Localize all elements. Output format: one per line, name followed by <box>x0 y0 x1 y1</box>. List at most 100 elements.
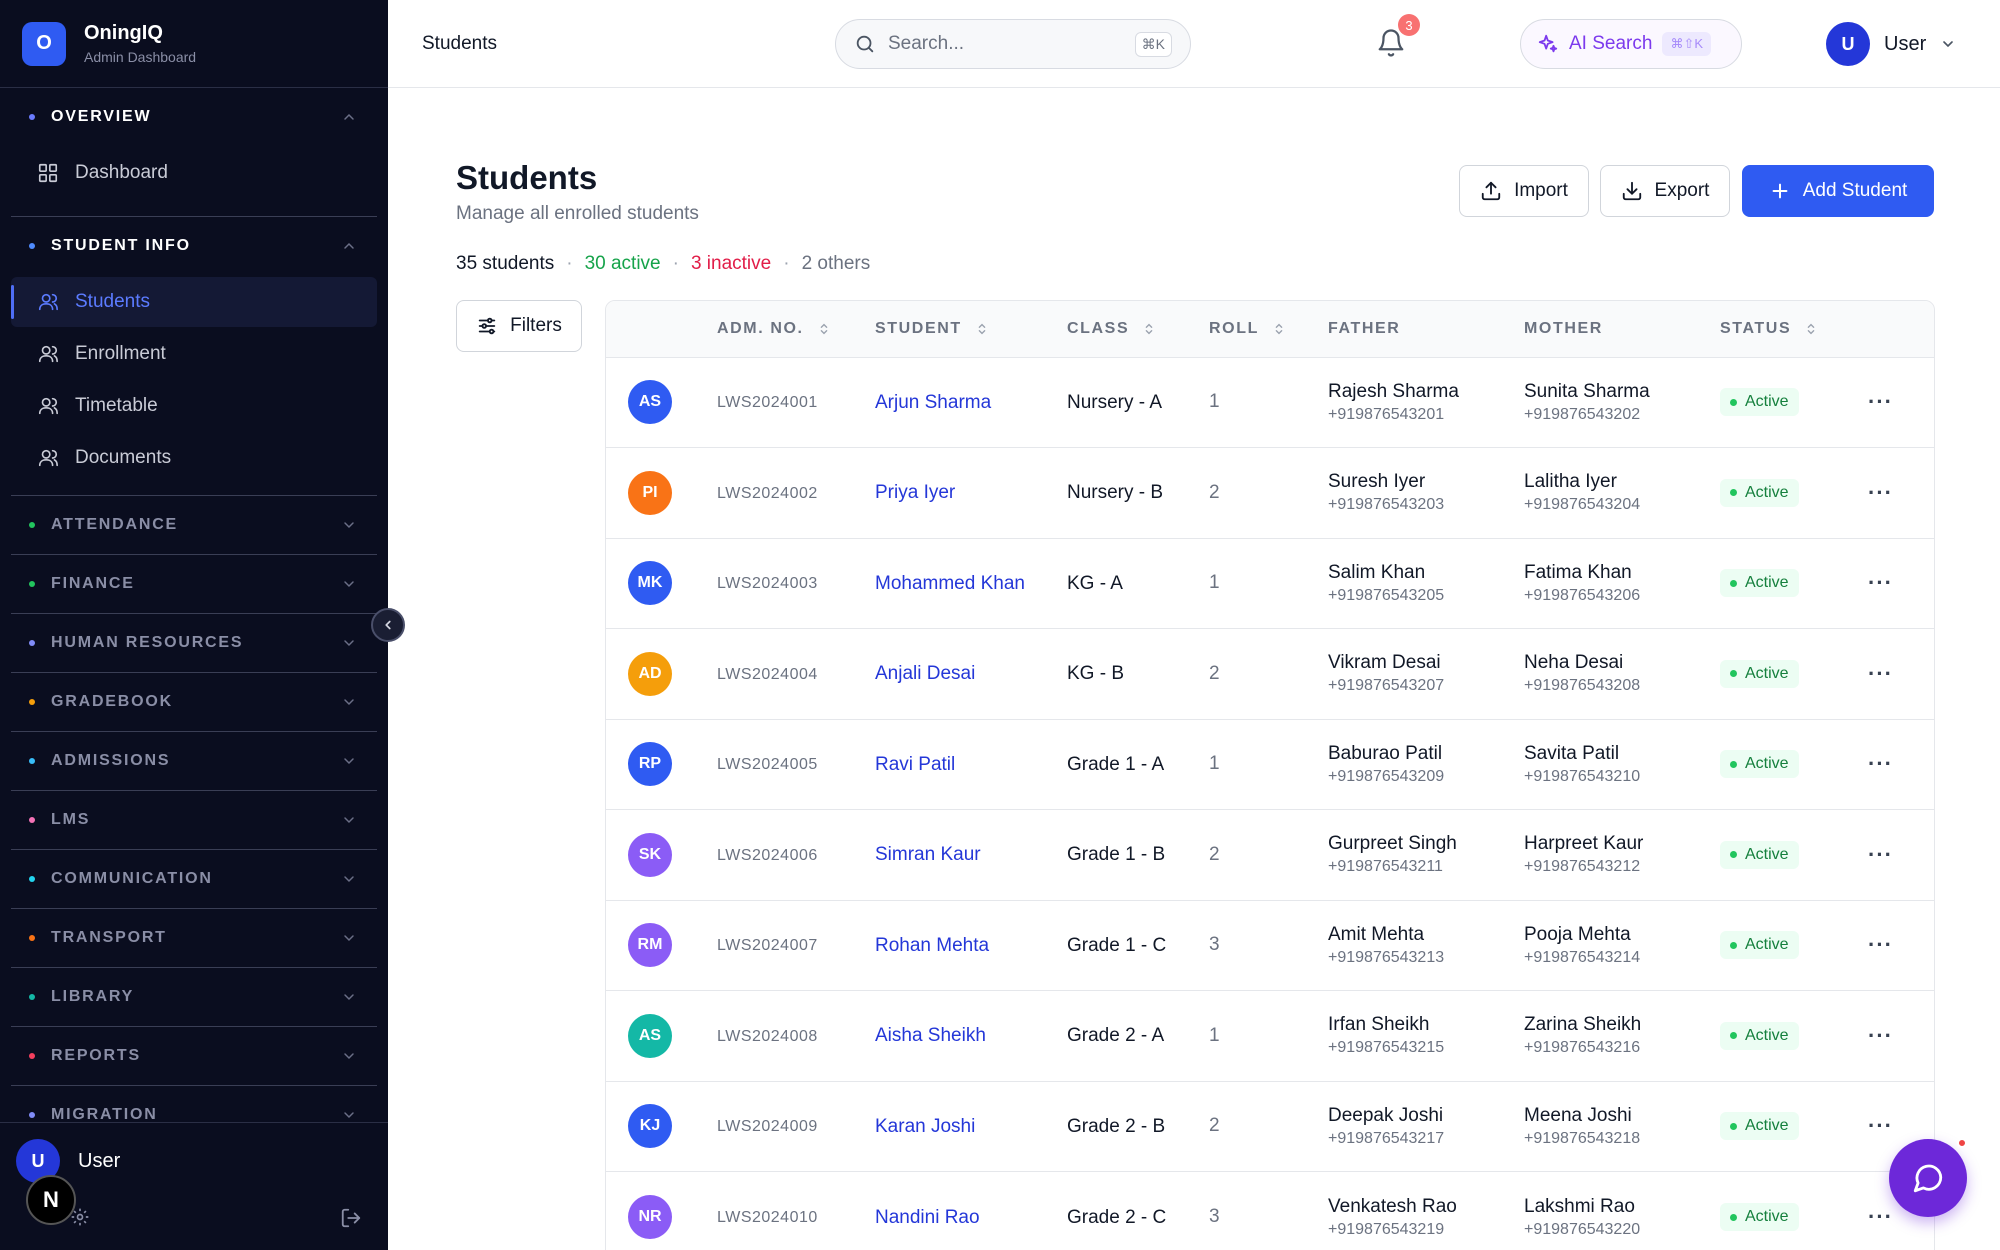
chat-button[interactable] <box>1889 1139 1967 1217</box>
column-header-status[interactable]: STATUS <box>1720 301 1868 357</box>
logout-icon[interactable] <box>340 1207 362 1229</box>
avatar-cell: AS <box>606 991 717 1082</box>
sidebar-item-students[interactable]: Students <box>11 277 377 327</box>
student-name-link[interactable]: Simran Kaur <box>875 844 981 866</box>
gear-icon[interactable] <box>70 1207 90 1227</box>
adm-no: LWS2024004 <box>717 665 818 683</box>
sidebar-section-header[interactable]: LIBRARY <box>11 968 377 1026</box>
student-name-link[interactable]: Aisha Sheikh <box>875 1025 986 1047</box>
student-name-link[interactable]: Rohan Mehta <box>875 934 990 956</box>
student-name-link[interactable]: Anjali Desai <box>875 663 976 685</box>
more-actions-button[interactable]: ··· <box>1868 479 1893 505</box>
student-name-link[interactable]: Ravi Patil <box>875 753 956 775</box>
sidebar-section-title: ATTENDANCE <box>51 516 179 533</box>
brand[interactable]: O OningIQ Admin Dashboard <box>0 0 388 88</box>
sidebar-section-header[interactable]: ADMISSIONS <box>11 732 377 790</box>
more-actions-button[interactable]: ··· <box>1868 751 1893 777</box>
sidebar-section-header[interactable]: FINANCE <box>11 555 377 613</box>
status-cell: Active <box>1720 810 1868 901</box>
more-actions-button[interactable]: ··· <box>1868 660 1893 686</box>
status-badge: Active <box>1720 931 1799 960</box>
class-name: Grade 1 - C <box>1067 934 1167 956</box>
class-name: Grade 2 - A <box>1067 1025 1165 1047</box>
sidebar-collapse-button[interactable] <box>371 608 405 642</box>
more-actions-button[interactable]: ··· <box>1868 389 1893 415</box>
column-header-roll[interactable]: ROLL <box>1209 301 1328 357</box>
table-row[interactable]: RP LWS2024005 Ravi Patil Grade 1 - A 1 Babura… <box>606 719 1934 810</box>
adm-no-cell: LWS2024004 <box>717 629 875 720</box>
father-name: Amit Mehta <box>1328 923 1425 945</box>
table-row[interactable]: AS LWS2024001 Arjun Sharma Nursery - A 1 Raje… <box>606 357 1934 448</box>
table-row[interactable]: AS LWS2024008 Aisha Sheikh Grade 2 - A 1 Irfa… <box>606 990 1934 1082</box>
more-actions-button[interactable]: ··· <box>1868 1204 1893 1229</box>
student-name-link[interactable]: Karan Joshi <box>875 1115 976 1137</box>
summary-inactive[interactable]: 3 inactive <box>690 253 772 274</box>
bell-icon[interactable] <box>1376 28 1406 58</box>
father-name: Suresh Iyer <box>1328 471 1426 493</box>
actions-cell: ··· <box>1868 991 1934 1082</box>
sidebar-item-documents[interactable]: Documents <box>11 433 377 483</box>
student-name-link[interactable]: Mohammed Khan <box>875 572 1025 594</box>
table-row[interactable]: PI LWS2024002 Priya Iyer Nursery - B 2 Suresh… <box>606 447 1934 539</box>
sidebar-section-header[interactable]: LMS <box>11 791 377 849</box>
add-student-label: Add Student <box>1802 180 1908 201</box>
column-header-label: ADM. NO. <box>717 319 804 337</box>
roll-cell: 1 <box>1209 538 1328 629</box>
export-button[interactable]: Export <box>1600 165 1730 217</box>
table-row[interactable]: SK LWS2024006 Simran Kaur Grade 1 - B 2 Gurpr… <box>606 809 1934 901</box>
column-header-student[interactable]: STUDENT <box>875 301 1067 357</box>
table-row[interactable]: NR LWS2024010 Nandini Rao Grade 2 - C 3 Venka… <box>606 1171 1934 1250</box>
summary-total: 35 students <box>456 253 555 274</box>
search-box[interactable]: ⌘K <box>835 19 1191 69</box>
father-name: Irfan Sheikh <box>1328 1014 1430 1036</box>
sidebar-section-header[interactable]: HUMAN RESOURCES <box>11 614 377 672</box>
table-row[interactable]: KJ LWS2024009 Karan Joshi Grade 2 - B 2 Deepa… <box>606 1081 1934 1172</box>
more-actions-button[interactable]: ··· <box>1868 932 1893 958</box>
sidebar-item-dashboard[interactable]: Dashboard <box>11 148 377 198</box>
more-actions-button[interactable]: ··· <box>1868 841 1893 867</box>
status-label: Active <box>1745 483 1789 501</box>
user-menu[interactable]: U User <box>1826 22 1956 66</box>
sidebar-item-label: Students <box>75 291 150 312</box>
sidebar-section-title: STUDENT INFO <box>51 237 191 254</box>
filters-button[interactable]: Filters <box>456 300 582 352</box>
avatar-cell: AS <box>606 357 717 448</box>
sidebar-section-header[interactable]: STUDENT INFO <box>11 217 377 275</box>
n-badge[interactable]: N <box>26 1175 76 1225</box>
more-actions-button[interactable]: ··· <box>1868 1113 1893 1139</box>
student-name-link[interactable]: Arjun Sharma <box>875 391 992 413</box>
table-row[interactable]: MK LWS2024003 Mohammed Khan KG - A 1 Salim Kh… <box>606 538 1934 629</box>
sidebar-section-header[interactable]: COMMUNICATION <box>11 850 377 908</box>
section-dot <box>29 114 35 120</box>
sidebar-section-header[interactable]: TRANSPORT <box>11 909 377 967</box>
sidebar-section-header[interactable]: MIGRATION <box>11 1086 377 1144</box>
sidebar-section-header[interactable]: OVERVIEW <box>11 88 377 146</box>
add-student-button[interactable]: Add Student <box>1742 165 1934 217</box>
mother-name: Meena Joshi <box>1524 1104 1632 1126</box>
table-row[interactable]: RM LWS2024007 Rohan Mehta Grade 1 - C 3 Amit … <box>606 900 1934 991</box>
more-actions-button[interactable]: ··· <box>1868 1022 1893 1048</box>
chevron-up-icon <box>344 242 354 249</box>
section-dot <box>29 1112 35 1118</box>
sidebar-section-header[interactable]: GRADEBOOK <box>11 673 377 731</box>
sidebar-item-timetable[interactable]: Timetable <box>11 381 377 431</box>
column-header-class[interactable]: CLASS <box>1067 301 1209 357</box>
sidebar-section-header[interactable]: REPORTS <box>11 1027 377 1085</box>
summary-active[interactable]: 30 active <box>584 253 661 274</box>
column-header-adm-no[interactable]: ADM. NO. <box>717 301 875 357</box>
ai-search-button[interactable]: AI Search ⌘⇧K <box>1520 19 1742 69</box>
sidebar-section-header[interactable]: ATTENDANCE <box>11 496 377 554</box>
student-name-link[interactable]: Priya Iyer <box>875 482 956 504</box>
import-button[interactable]: Import <box>1459 165 1589 217</box>
mother-cell: Savita Patil +919876543210 <box>1524 719 1720 810</box>
table-row[interactable]: AD LWS2024004 Anjali Desai KG - B 2 Vikram De… <box>606 628 1934 720</box>
search-input[interactable] <box>888 33 1108 55</box>
sidebar-section-library: LIBRARY <box>11 968 377 1027</box>
student-name-link[interactable]: Nandini Rao <box>875 1206 980 1228</box>
class-cell: Grade 2 - C <box>1067 1172 1209 1250</box>
summary-others[interactable]: 2 others <box>801 253 871 274</box>
father-name: Vikram Desai <box>1328 652 1441 674</box>
adm-no-cell: LWS2024010 <box>717 1172 875 1250</box>
more-actions-button[interactable]: ··· <box>1868 570 1893 596</box>
sidebar-item-enrollment[interactable]: Enrollment <box>11 329 377 379</box>
